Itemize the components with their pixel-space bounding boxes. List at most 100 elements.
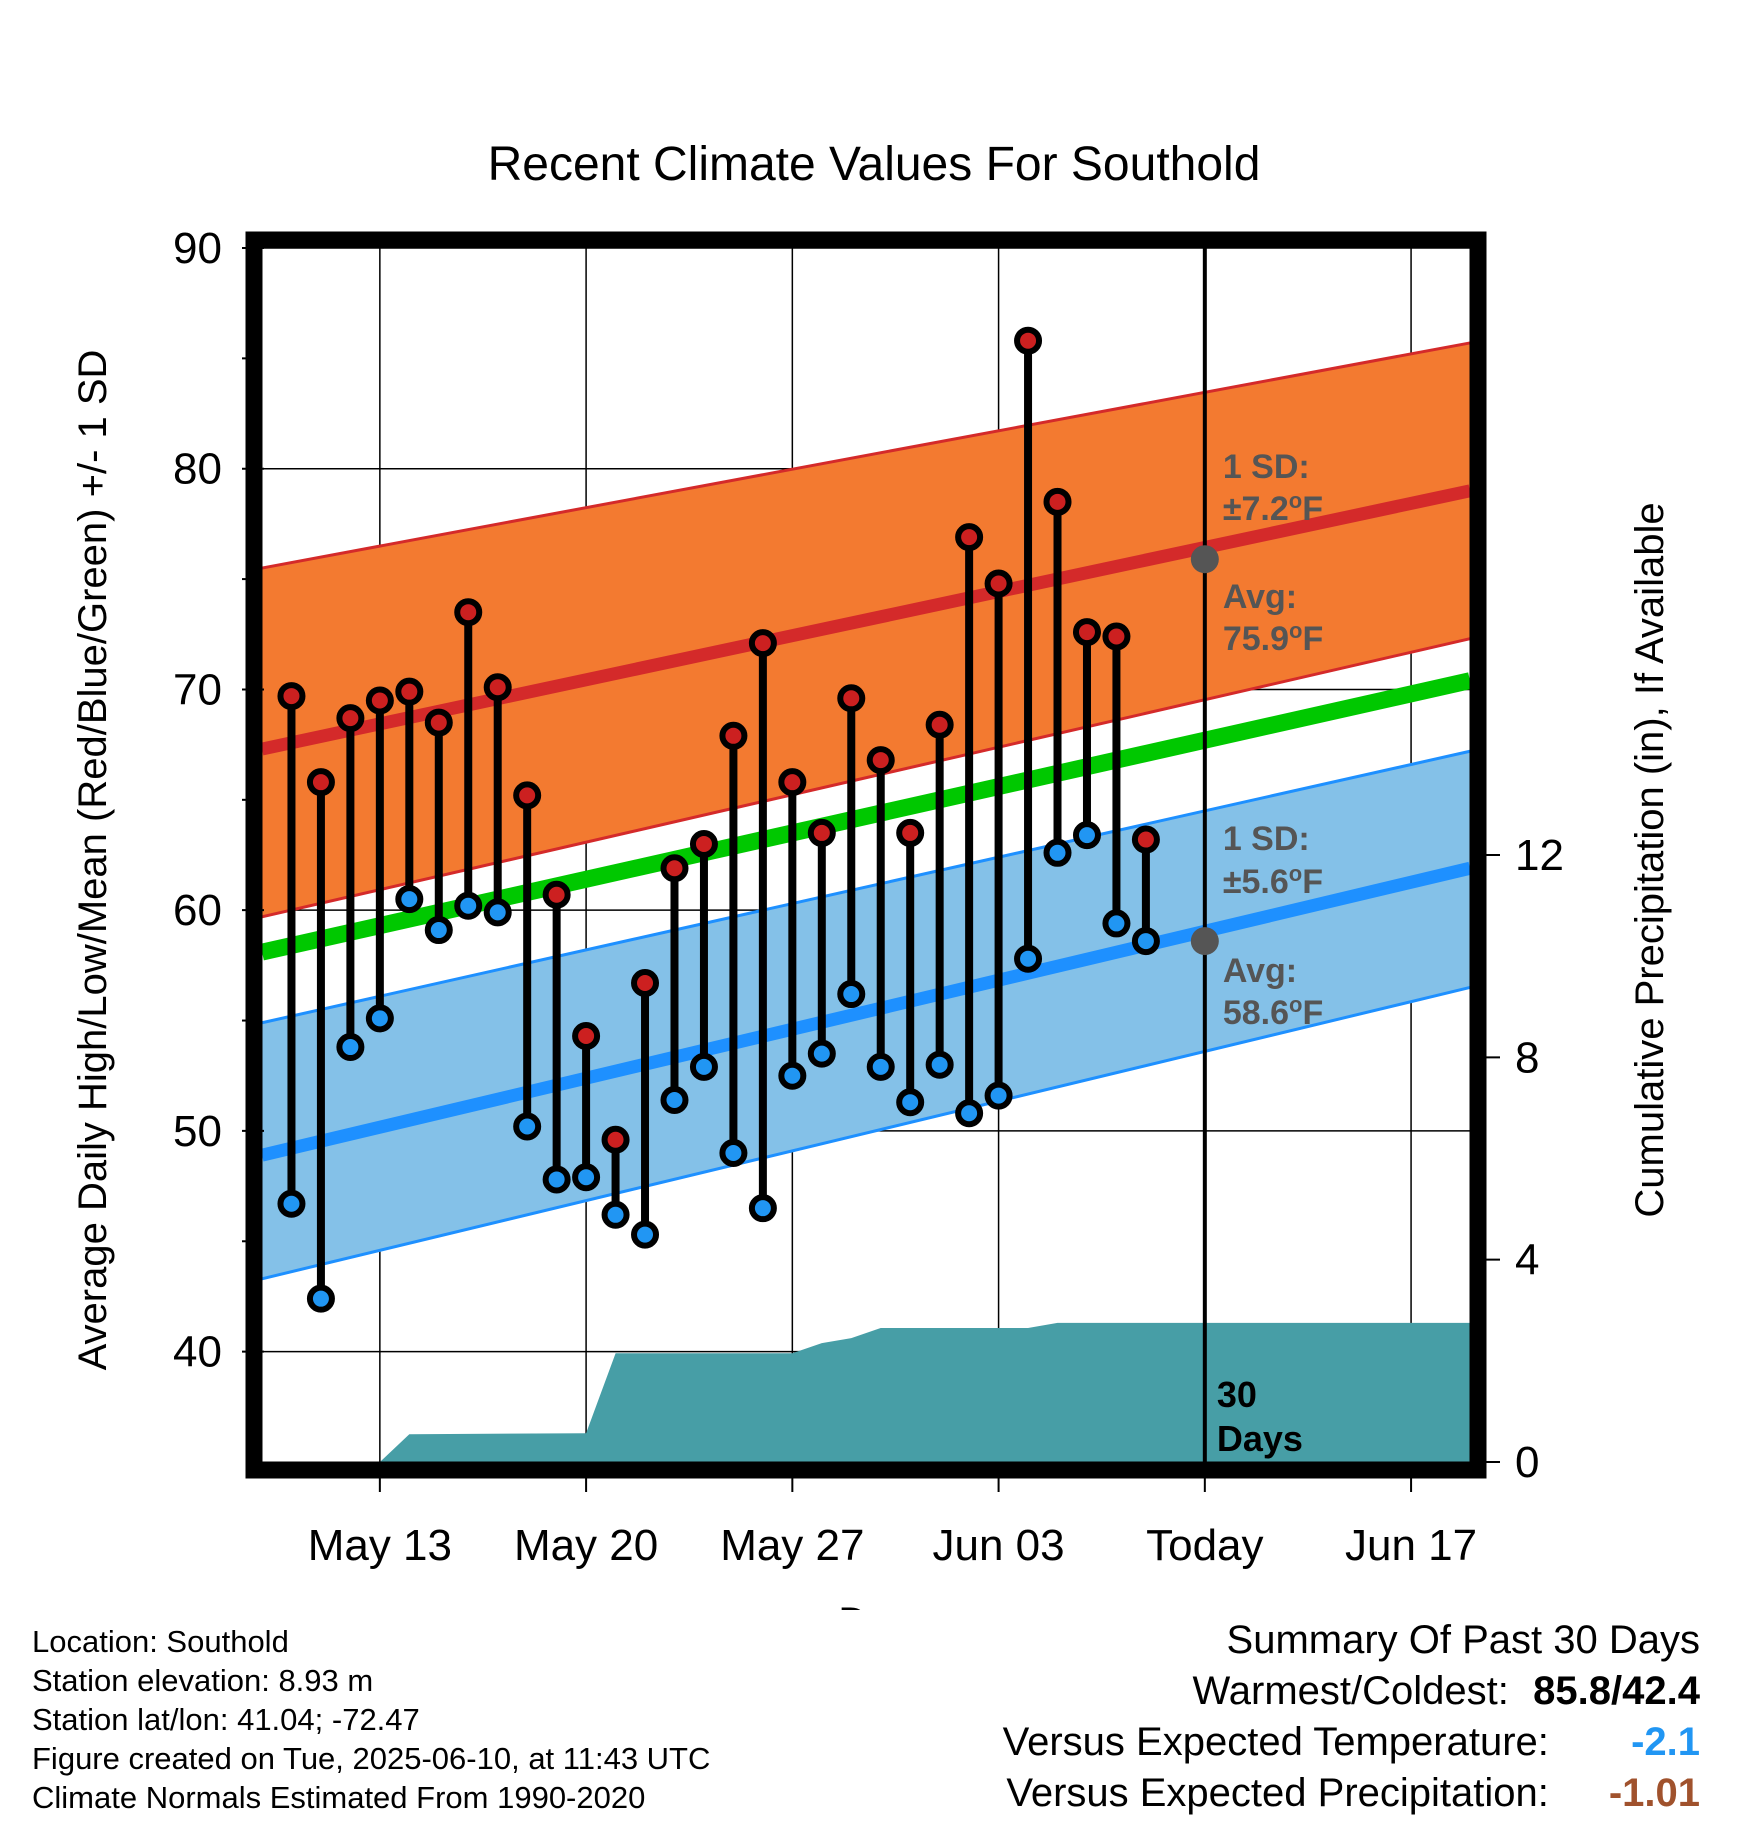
low-point: [483, 898, 512, 927]
low-point: [1072, 821, 1101, 850]
summary-precip-row: Versus Expected Precipitation: -1.01: [1003, 1768, 1700, 1819]
high-point: [955, 523, 984, 552]
summary-temp-value: -2.1: [1631, 1720, 1700, 1764]
y-tick-label: 80: [173, 445, 222, 494]
high-point: [660, 854, 689, 883]
low-point: [1014, 944, 1043, 973]
high-point: [483, 673, 512, 702]
low-point: [424, 916, 453, 945]
low-point: [306, 1284, 335, 1313]
summary-temp-label: Versus Expected Temperature:: [1002, 1720, 1549, 1764]
high-point: [1043, 487, 1072, 516]
high-sd-lower-edge: [261, 637, 1471, 919]
info-location: Location: Southold: [32, 1624, 289, 1659]
high-point: [542, 880, 571, 909]
low-point: [395, 885, 424, 914]
summary-panel: Summary Of Past 30 Days Warmest/Coldest:…: [1003, 1615, 1700, 1819]
low-point: [925, 1050, 954, 1079]
x-tick-label: Jun 03: [933, 1521, 1065, 1570]
low-point: [896, 1088, 925, 1117]
high-sd-upper-edge: [261, 341, 1471, 570]
x-axis-label: Day: [838, 1600, 909, 1610]
high-point: [778, 768, 807, 797]
low-point: [1131, 927, 1160, 956]
low-point: [837, 980, 866, 1009]
high-point: [601, 1125, 630, 1154]
x-tick-label: May 27: [720, 1521, 864, 1570]
low-point: [454, 891, 483, 920]
y2-tick-label: 4: [1515, 1236, 1539, 1285]
y2-axis-label: Cumulative Precipitation (in), If Availa…: [1628, 502, 1672, 1217]
info-normals: Climate Normals Estimated From 1990-2020: [32, 1780, 646, 1815]
high-point: [631, 969, 660, 998]
high-point: [896, 818, 925, 847]
y-tick-label: 90: [173, 224, 222, 273]
high-sd-value: ±7.2oF: [1223, 488, 1323, 529]
low-sd-upper-edge: [261, 749, 1471, 1025]
high-point: [395, 677, 424, 706]
summary-precip-value: -1.01: [1608, 1771, 1700, 1815]
high-point: [454, 598, 483, 627]
days-label: Days: [1217, 1418, 1303, 1459]
low-point: [513, 1112, 542, 1141]
high-point: [1014, 326, 1043, 355]
high-point: [277, 682, 306, 711]
low-normal-line: [260, 861, 1472, 1162]
days-count: 30: [1217, 1374, 1257, 1415]
y-tick-label: 70: [173, 665, 222, 714]
high-point: [513, 781, 542, 810]
station-info: Location: Southold Station elevation: 8.…: [32, 1622, 710, 1817]
low-point: [719, 1138, 748, 1167]
high-avg-value: 75.9oF: [1223, 618, 1323, 659]
low-point: [631, 1220, 660, 1249]
high-point: [689, 829, 718, 858]
y-tick-label: 60: [173, 886, 222, 935]
x-tick-label: Jun 17: [1345, 1521, 1477, 1570]
high-avg-label: Avg:: [1223, 578, 1297, 616]
low-point: [660, 1086, 689, 1115]
y-axis-label: Average Daily High/Low/Mean (Red/Blue/Gr…: [71, 350, 115, 1371]
high-sd-band: [262, 342, 1470, 917]
y-tick-label: 40: [173, 1328, 222, 1377]
high-point: [866, 746, 895, 775]
high-point: [1102, 622, 1131, 651]
summary-warm-cold-label: Warmest/Coldest:: [1192, 1669, 1509, 1713]
low-sd-lower-edge: [261, 985, 1471, 1281]
high-point: [719, 721, 748, 750]
low-point: [542, 1165, 571, 1194]
high-point: [336, 704, 365, 733]
y2-tick-label: 8: [1515, 1033, 1539, 1082]
summary-temp-row: Versus Expected Temperature: -2.1: [1003, 1717, 1700, 1768]
high-point: [365, 686, 394, 715]
low-sd-label: 1 SD:: [1223, 820, 1310, 858]
high-avg-marker: [1190, 545, 1219, 574]
low-point: [1102, 909, 1131, 938]
low-point: [807, 1039, 836, 1068]
high-point: [1131, 825, 1160, 854]
info-elevation: Station elevation: 8.93 m: [32, 1663, 374, 1698]
low-point: [277, 1189, 306, 1218]
chart-title: Recent Climate Values For Southold: [488, 138, 1261, 191]
high-point: [807, 818, 836, 847]
low-point: [365, 1004, 394, 1033]
summary-precip-label: Versus Expected Precipitation:: [1006, 1771, 1549, 1815]
x-tick-label: Today: [1146, 1521, 1263, 1570]
low-avg-value: 58.6oF: [1223, 992, 1323, 1033]
y-tick-label: 50: [173, 1107, 222, 1156]
info-latlon: Station lat/lon: 41.04; -72.47: [32, 1702, 420, 1737]
low-point: [748, 1194, 777, 1223]
precipitation-area: [262, 1322, 1470, 1462]
low-point: [1043, 838, 1072, 867]
low-point: [689, 1052, 718, 1081]
low-point: [601, 1200, 630, 1229]
high-point: [306, 768, 335, 797]
high-point: [984, 569, 1013, 598]
low-point: [572, 1163, 601, 1192]
low-avg-marker: [1190, 927, 1219, 956]
x-tick-label: May 20: [514, 1521, 658, 1570]
high-sd-label: 1 SD:: [1223, 448, 1310, 486]
high-point: [837, 684, 866, 713]
high-normal-line: [260, 484, 1472, 756]
low-sd-value: ±5.6oF: [1223, 861, 1323, 902]
